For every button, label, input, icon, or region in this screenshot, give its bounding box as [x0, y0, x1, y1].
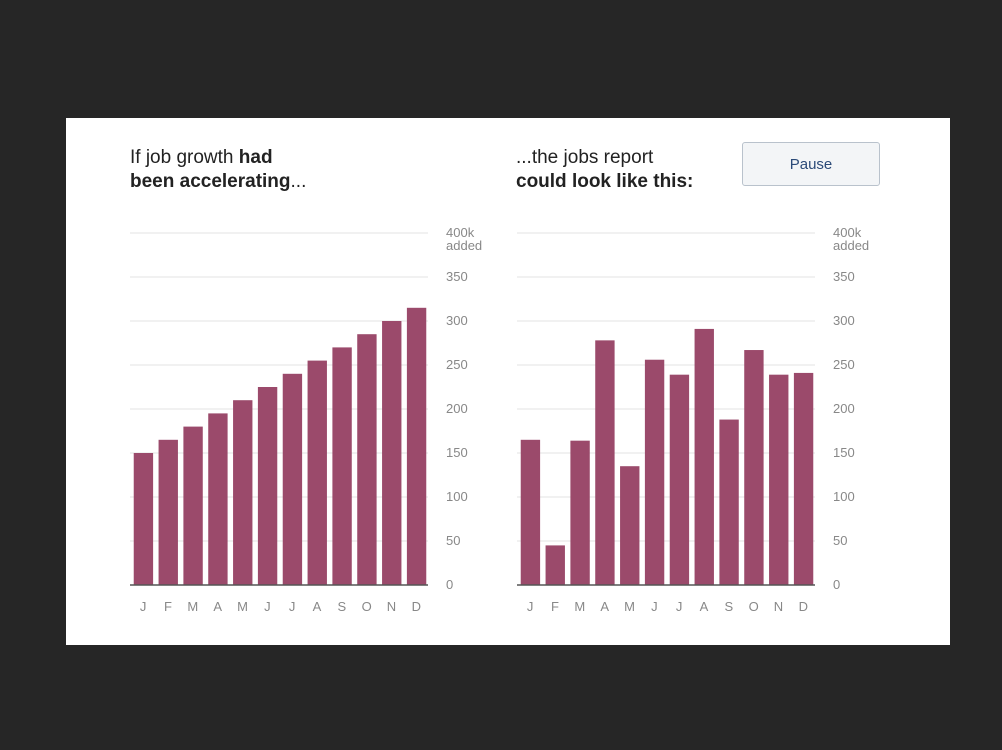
left-month-label: S [337, 599, 346, 614]
right-ytick-label: 0 [833, 577, 840, 592]
left-ytick-label: 250 [446, 357, 468, 372]
left-ytick-label: 100 [446, 489, 468, 504]
left-bar [257, 387, 278, 585]
right-month-label: A [600, 599, 609, 614]
left-month-label: D [412, 599, 422, 614]
left-y-unit-label: added [446, 238, 482, 253]
right-month-label: J [676, 599, 683, 614]
left-month-label: J [289, 599, 296, 614]
screen-background: If job growth had been accelerating... .… [4, 4, 998, 746]
right-bar [520, 439, 541, 585]
right-bar [744, 350, 764, 585]
left-bar [183, 426, 203, 585]
left-bar [307, 360, 327, 585]
right-ytick-label: 100 [833, 489, 855, 504]
right-ytick-label: 350 [833, 269, 855, 284]
right-ytick-label: 150 [833, 445, 855, 460]
right-bar [620, 466, 640, 585]
left-ytick-label: 150 [446, 445, 468, 460]
left-month-label: N [387, 599, 397, 614]
right-bar [595, 340, 615, 585]
left-ytick-label: 400k [446, 225, 475, 240]
left-month-label: M [237, 599, 248, 614]
right-bar [545, 545, 565, 585]
right-y-unit-label: added [833, 238, 869, 253]
left-bar [282, 373, 303, 585]
right-month-label: O [749, 599, 760, 614]
left-headline: If job growth had been accelerating... [130, 146, 306, 194]
left-month-label: F [164, 599, 172, 614]
left-headline-bold1: had [238, 147, 273, 168]
right-ytick-label: 250 [833, 357, 855, 372]
left-bar [406, 307, 427, 585]
right-bar [769, 374, 789, 585]
right-month-label: M [624, 599, 635, 614]
left-bar [357, 334, 377, 585]
left-headline-bold2: been accelerating [130, 171, 291, 192]
right-bar [570, 440, 590, 585]
right-month-label: D [799, 599, 809, 614]
right-headline-part1: ...the jobs report [516, 147, 654, 168]
left-bar [208, 413, 228, 585]
left-ytick-label: 200 [446, 401, 468, 416]
right-ytick-label: 400k [833, 225, 862, 240]
right-month-label: M [574, 599, 585, 614]
left-bar [158, 439, 178, 585]
left-month-label: M [187, 599, 198, 614]
left-bar [332, 347, 352, 585]
left-month-label: J [264, 599, 271, 614]
right-bar [793, 372, 814, 585]
graphic-card: If job growth had been accelerating... .… [66, 118, 950, 645]
left-bar [233, 400, 253, 585]
left-ytick-label: 350 [446, 269, 468, 284]
right-headline-bold1: could look like this: [516, 171, 694, 192]
pause-button[interactable]: Pause [742, 142, 880, 186]
right-bar [669, 374, 690, 585]
right-month-label: N [774, 599, 784, 614]
right-month-label: J [651, 599, 658, 614]
right-ytick-label: 50 [833, 533, 847, 548]
left-bar [133, 453, 154, 585]
right-headline: ...the jobs report could look like this: [516, 146, 693, 194]
right-month-label: A [700, 599, 709, 614]
right-month-label: S [724, 599, 733, 614]
left-month-label: A [313, 599, 322, 614]
right-month-label: F [551, 599, 559, 614]
left-ytick-label: 50 [446, 533, 460, 548]
left-month-label: A [213, 599, 222, 614]
left-bar [382, 321, 402, 585]
right-month-label: J [527, 599, 534, 614]
right-ytick-label: 300 [833, 313, 855, 328]
left-headline-part1: If job growth [130, 147, 239, 168]
right-bar [694, 328, 714, 585]
left-month-label: J [140, 599, 147, 614]
right-bar [644, 359, 665, 585]
right-bar [719, 419, 739, 585]
left-headline-part2: ... [290, 171, 307, 192]
left-ytick-label: 0 [446, 577, 453, 592]
left-month-label: O [362, 599, 373, 614]
right-ytick-label: 200 [833, 401, 855, 416]
left-ytick-label: 300 [446, 313, 468, 328]
